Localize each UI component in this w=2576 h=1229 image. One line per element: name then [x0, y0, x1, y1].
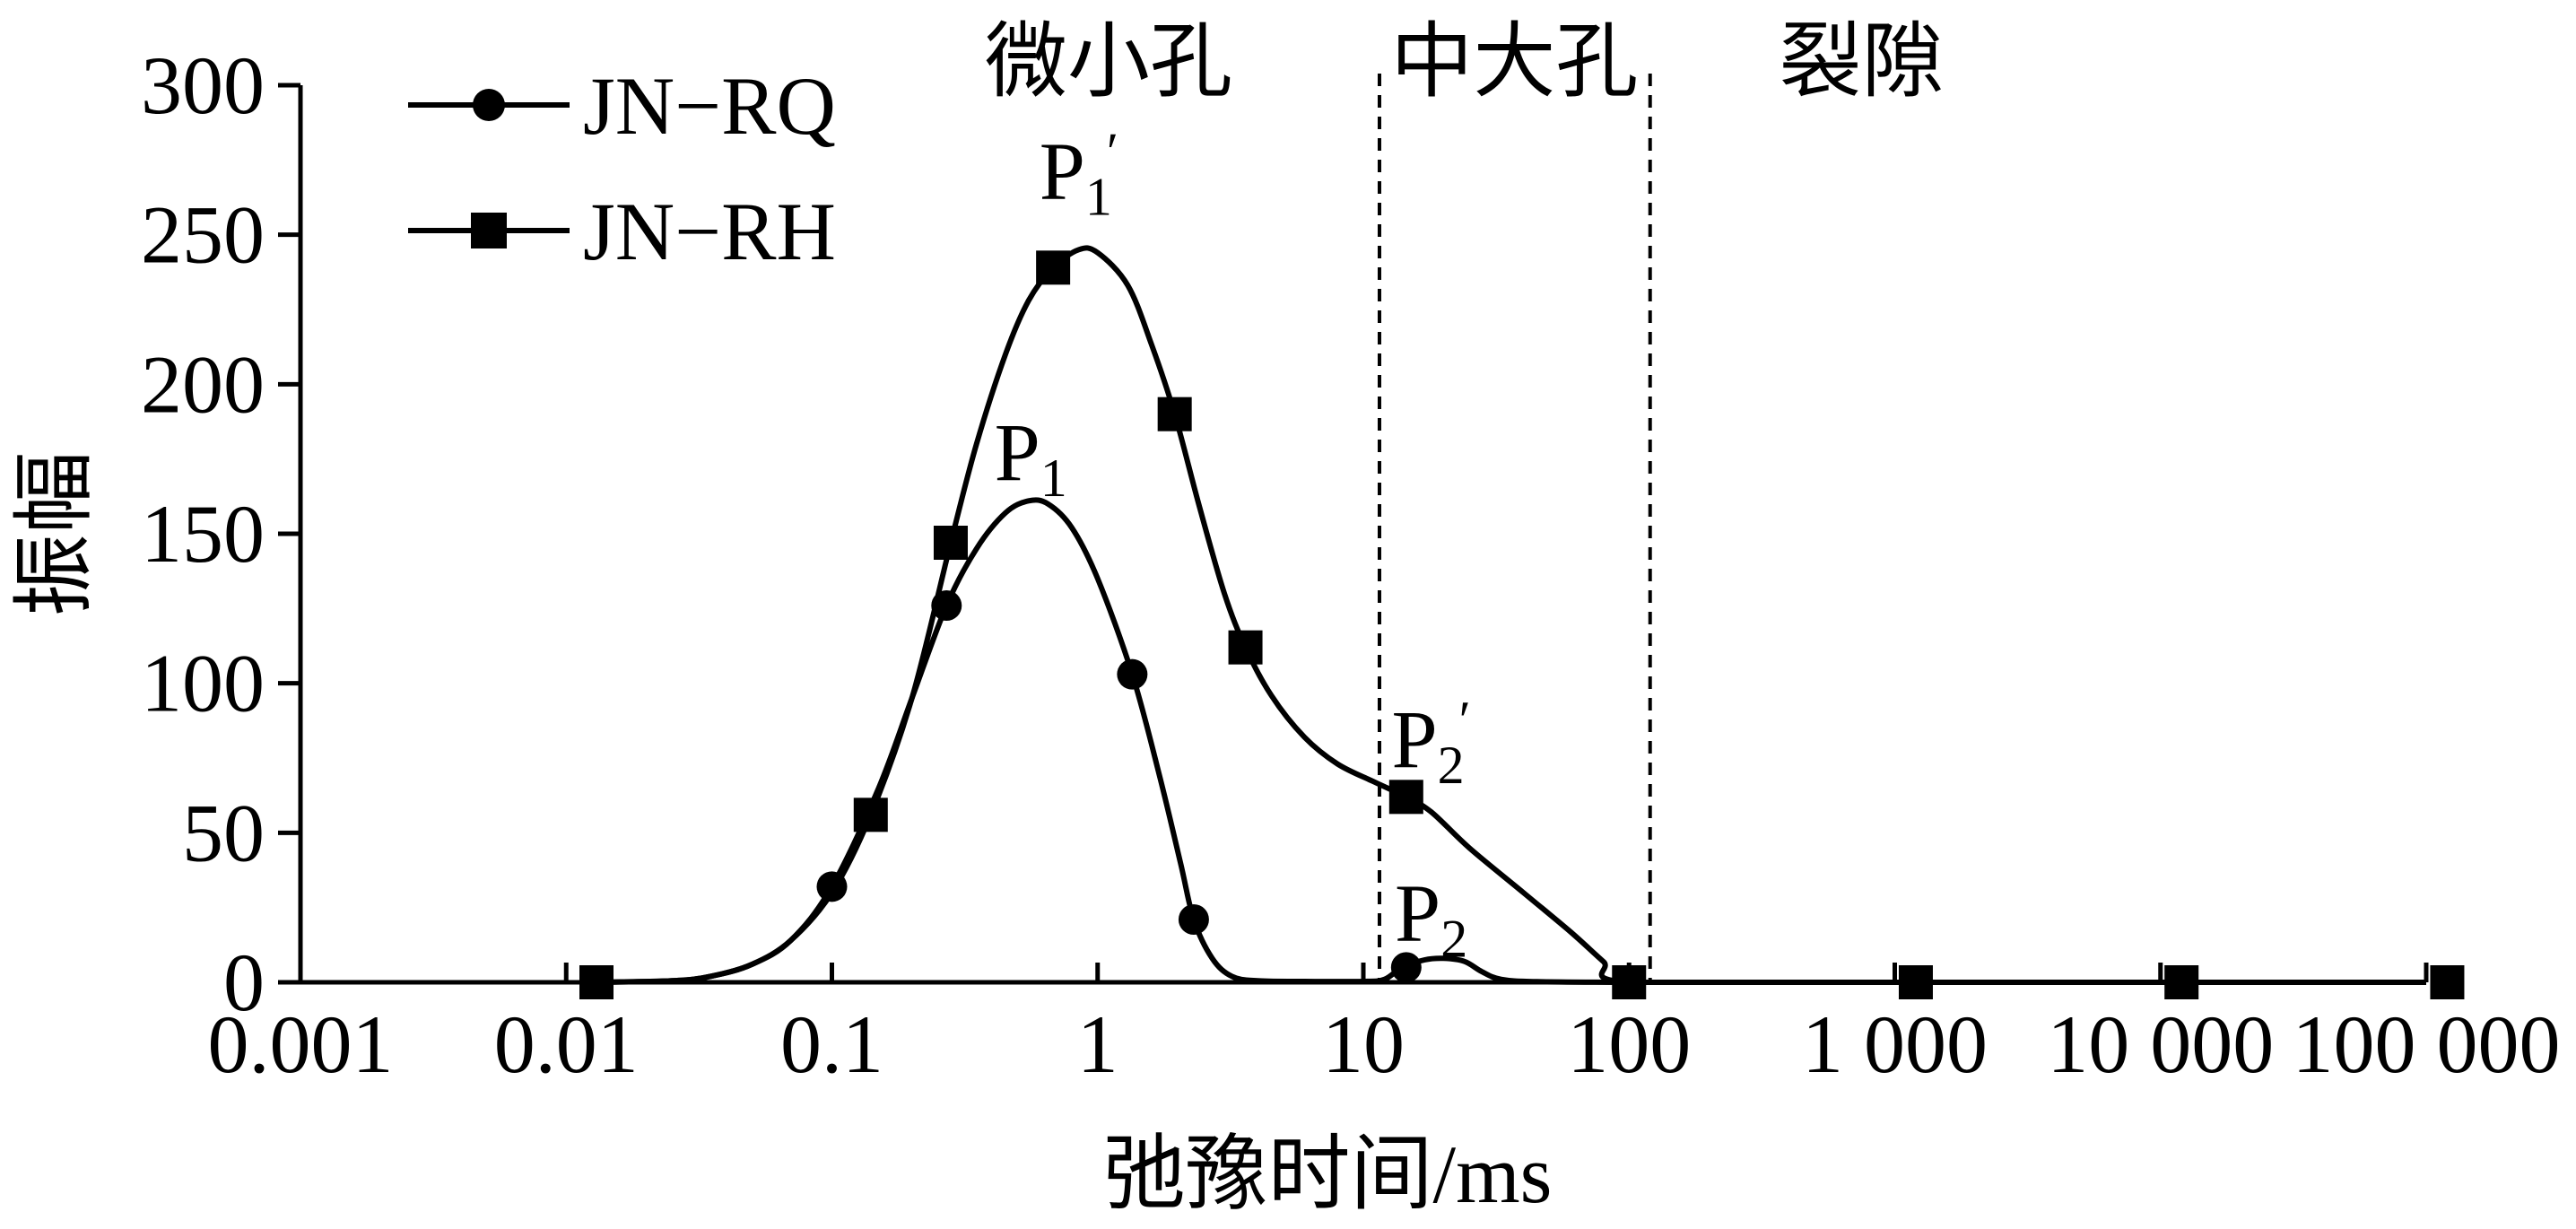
x-tick-label: 100 — [1567, 998, 1691, 1090]
axes: 0 50 100 150 200 250 300 0.001 0.01 0.1 1 10 100 1 00… — [9, 39, 2561, 1220]
legend-marker-circle — [473, 89, 505, 121]
region-label: 中大孔 — [1390, 16, 1638, 108]
y-tick-label: 100 — [141, 638, 265, 729]
x-tick-label: 0.01 — [494, 998, 639, 1090]
marker-square — [1388, 780, 1423, 815]
y-tick-label: 300 — [141, 39, 265, 131]
x-tick-label: 10 000 — [2047, 998, 2274, 1090]
y-tick-label: 0 — [223, 937, 265, 1028]
legend-label: JN−RQ — [583, 60, 836, 152]
series-markers — [579, 250, 2465, 999]
region-dividers — [1377, 74, 1652, 982]
marker-square — [1898, 965, 1933, 999]
series-line-jn-rh — [596, 245, 2426, 986]
y-tick-label: 200 — [141, 338, 265, 430]
x-tick-label: 100 000 — [2293, 998, 2561, 1090]
region-label: 裂隙 — [1779, 16, 1944, 108]
y-tick-label: 150 — [141, 488, 265, 580]
marker-square — [1157, 397, 1192, 431]
legend-label: JN−RH — [583, 186, 836, 277]
marker-circle — [816, 871, 848, 902]
peak-annotation: P1′ — [1040, 123, 1118, 227]
region-label: 微小孔 — [985, 16, 1232, 108]
x-tick-label: 1 000 — [1802, 998, 1988, 1090]
y-axis-title: 振幅 — [9, 451, 100, 616]
x-tick-label: 10 — [1322, 998, 1405, 1090]
marker-square — [1228, 630, 1263, 665]
marker-circle — [931, 590, 962, 621]
series-curves — [596, 245, 2426, 986]
legend-marker-square — [471, 213, 507, 248]
legend: JN−RQ JN−RH — [408, 60, 836, 277]
marker-square — [579, 965, 614, 999]
series-line-jn-rq — [596, 497, 2426, 986]
marker-square — [853, 798, 888, 832]
peak-annotation: P2 — [1395, 867, 1467, 968]
marker-circle — [1390, 952, 1422, 983]
peak-annotation: P1 — [995, 406, 1067, 508]
x-tick-label: 0.1 — [780, 998, 883, 1090]
marker-square — [933, 526, 968, 560]
peak-annotation: P2′ — [1391, 691, 1470, 795]
marker-circle — [1178, 904, 1209, 935]
x-axis-title: 弛豫时间/ms — [1103, 1129, 1553, 1220]
y-tick-label: 50 — [182, 787, 265, 878]
x-tick-label: 1 — [1077, 998, 1118, 1090]
marker-square — [1612, 965, 1647, 999]
chart-labels: 微小孔 中大孔 裂隙 P1′ P1 P2′ P2 — [985, 16, 1944, 968]
x-tick-label: 0.001 — [208, 998, 394, 1090]
marker-square — [2430, 965, 2465, 999]
marker-square — [1036, 250, 1071, 285]
marker-square — [2164, 965, 2199, 999]
y-tick-label: 250 — [141, 189, 265, 281]
marker-circle — [1117, 658, 1148, 690]
